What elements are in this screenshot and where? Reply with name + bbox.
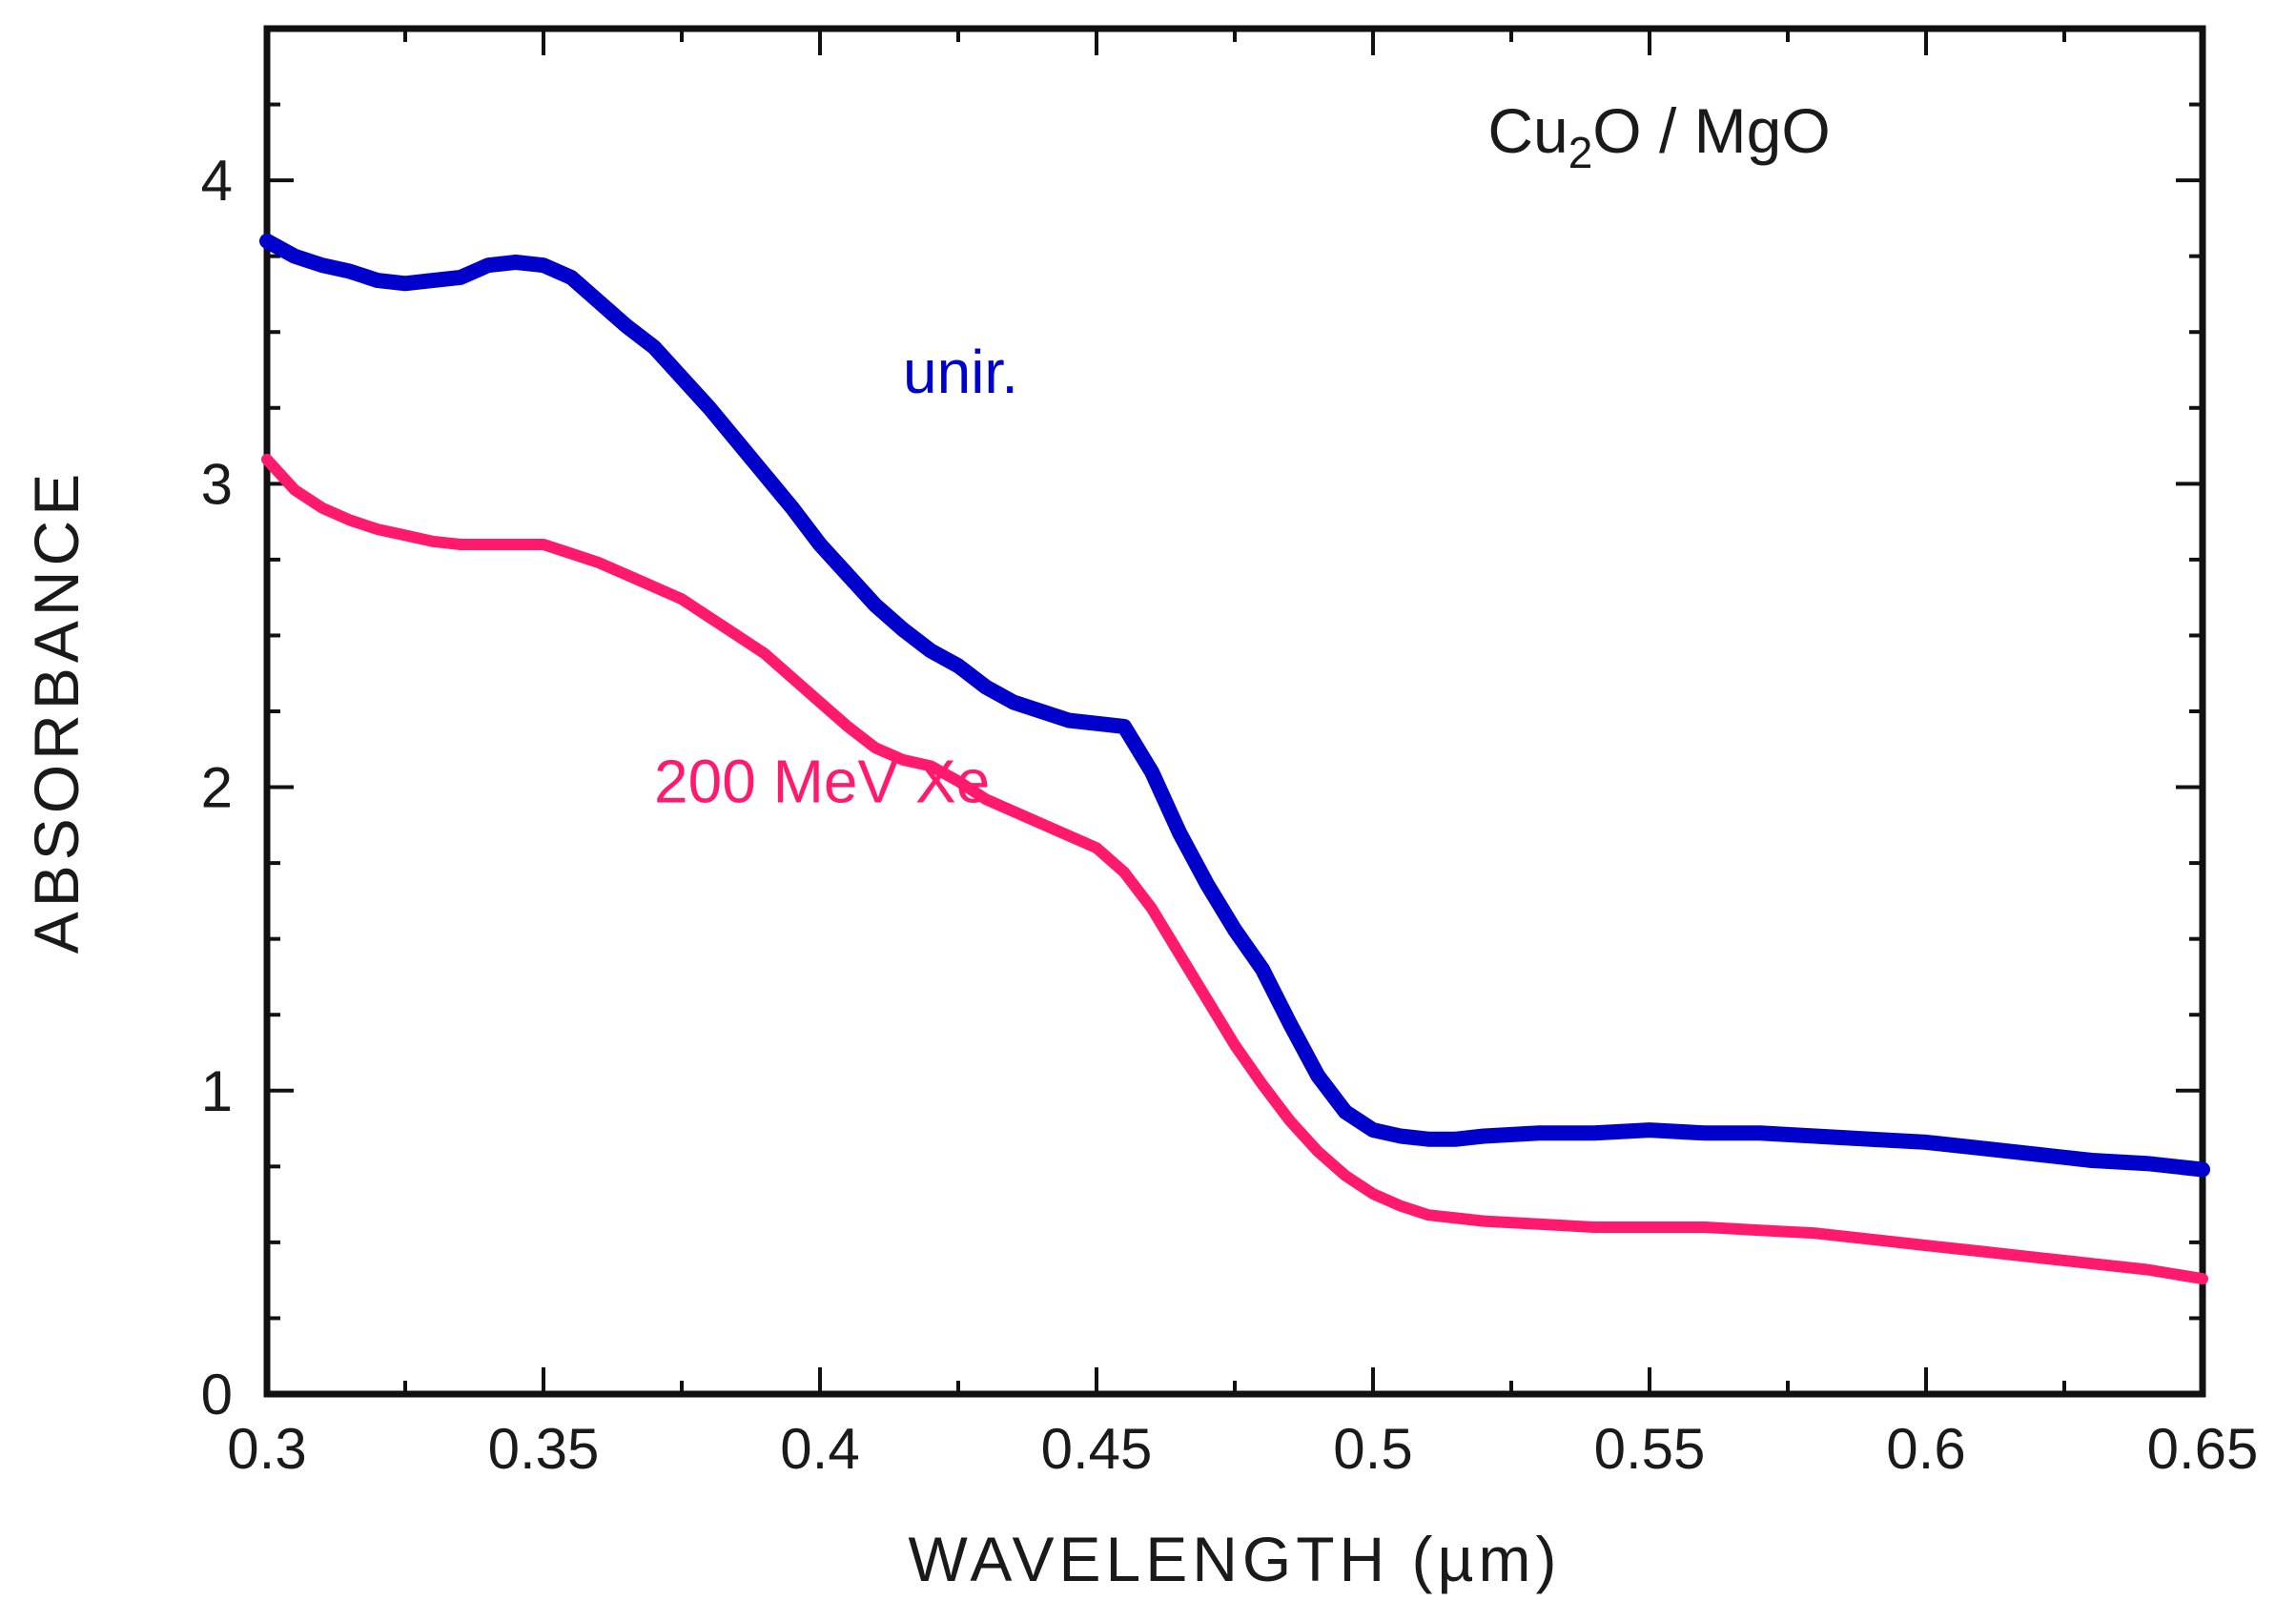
x-tick-label: 0.55 — [1594, 1417, 1706, 1481]
sample-label-main: Cu — [1487, 95, 1568, 166]
sample-label-sub: 2 — [1568, 128, 1593, 177]
series-label-unirradiated: unir. — [903, 338, 1018, 406]
x-tick-label: 0.4 — [780, 1417, 859, 1481]
y-tick-label: 3 — [201, 452, 233, 516]
sample-label-rest: O / MgO — [1592, 95, 1830, 166]
x-axis-title: WAVELENGTH (µm) — [908, 1524, 1561, 1594]
x-tick-label: 0.3 — [227, 1417, 306, 1481]
x-tick-label: 0.35 — [488, 1417, 600, 1481]
annotations: unir. 200 MeV Xe — [654, 338, 1018, 816]
y-tick-label: 2 — [201, 756, 233, 820]
x-tick-label: 0.45 — [1041, 1417, 1153, 1481]
x-tick-labels: 0.3 0.35 0.4 0.45 0.5 0.55 0.6 0.65 — [227, 1417, 2258, 1481]
series-layer — [259, 233, 2210, 1285]
sample-label: Cu2O / MgO — [1487, 95, 1830, 177]
plot-frame — [263, 25, 2206, 1398]
y-axis-title: ABSORBANCE — [21, 469, 92, 954]
y-tick-label: 4 — [201, 149, 233, 213]
axis-ticks — [265, 27, 2204, 1396]
series-line-xe-irradiated — [261, 453, 2208, 1285]
x-tick-label: 0.5 — [1333, 1417, 1412, 1481]
x-tick-label: 0.65 — [2147, 1417, 2259, 1481]
y-tick-label: 1 — [201, 1059, 233, 1123]
y-tick-label: 0 — [201, 1363, 233, 1426]
x-tick-label: 0.6 — [1886, 1417, 1965, 1481]
series-line-unirradiated — [259, 233, 2210, 1178]
series-label-xe-irradiated: 200 MeV Xe — [654, 747, 990, 815]
y-tick-labels: 0 1 2 3 4 — [201, 149, 233, 1426]
